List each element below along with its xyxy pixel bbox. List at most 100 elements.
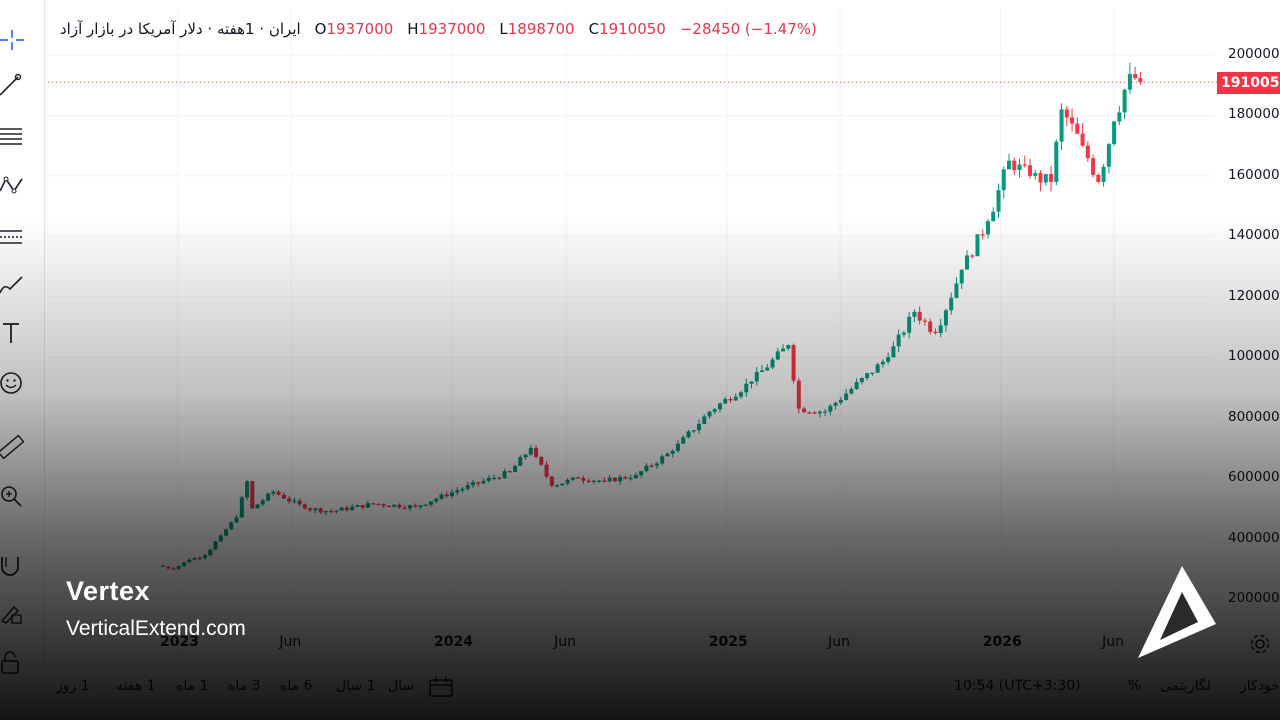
lock-icon[interactable]	[0, 648, 26, 678]
candle-up	[854, 382, 859, 389]
trend-line-icon[interactable]	[0, 70, 26, 100]
candle-up	[618, 476, 623, 482]
candle-up	[896, 334, 901, 347]
chart-area[interactable]: ایران · 1هفته · دلار آمریکا در بازار آزا…	[48, 8, 1280, 663]
candle-up	[245, 481, 250, 498]
candle-down	[376, 503, 381, 505]
candle-down	[329, 511, 334, 513]
y-tick-label: 400000	[1228, 529, 1280, 546]
y-tick-label: 200000	[1228, 590, 1280, 606]
x-tick-label: 2025	[708, 634, 748, 650]
candle-up	[754, 372, 759, 382]
horizontal-lines-icon[interactable]	[0, 120, 26, 150]
candle-up	[1117, 112, 1122, 122]
candle-up	[355, 505, 360, 507]
range-1w[interactable]: 1 هفته	[116, 678, 156, 694]
range-3m[interactable]: 3 ماه	[228, 678, 261, 694]
candle-up	[208, 549, 213, 556]
crosshair-icon[interactable]	[0, 25, 26, 55]
candle-up	[938, 325, 943, 334]
candle-up	[486, 477, 491, 481]
symbol-title[interactable]: ایران · 1هفته · دلار آمریکا در بازار آزا…	[60, 20, 301, 38]
brush-icon[interactable]	[0, 270, 26, 300]
candle-up	[213, 541, 218, 550]
percent-toggle[interactable]: %	[1128, 678, 1142, 694]
candle-down	[1096, 175, 1101, 182]
candle-up	[555, 485, 560, 487]
candle-down	[1133, 74, 1138, 79]
candle-up	[465, 485, 470, 489]
candle-up	[891, 346, 896, 358]
candle-down	[318, 508, 323, 513]
candle-up	[775, 351, 780, 360]
change-value: −28450 (−1.47%)	[679, 20, 817, 38]
settings-gear-icon[interactable]	[1248, 632, 1272, 660]
candle-down	[507, 471, 512, 473]
candle-up	[849, 388, 854, 394]
candle-up	[323, 511, 328, 513]
candle-up	[712, 409, 717, 412]
candle-down	[922, 320, 927, 322]
candle-up	[975, 234, 980, 257]
candle-down	[1049, 173, 1054, 182]
candle-up	[964, 255, 969, 270]
range-1m[interactable]: 1 ماه	[176, 678, 209, 694]
auto-toggle[interactable]: خودکار	[1240, 678, 1280, 694]
candle-up	[786, 345, 791, 349]
candle-up	[654, 463, 659, 466]
clock[interactable]: 10:54 (UTC+3:30)	[954, 678, 1081, 694]
candle-down	[344, 507, 349, 511]
candle-down	[250, 481, 255, 509]
y-tick-label: 1600000	[1228, 166, 1280, 183]
range-ytd[interactable]: سال	[388, 678, 415, 694]
candle-up	[770, 359, 775, 368]
lock-draw-icon[interactable]	[0, 598, 26, 628]
text-icon[interactable]	[0, 318, 26, 348]
candle-up	[838, 399, 843, 403]
range-1y[interactable]: 1 سال	[336, 678, 376, 694]
chart-legend: ایران · 1هفته · دلار آمریکا در بازار آزا…	[60, 18, 817, 40]
candle-up	[229, 522, 234, 530]
drawing-toolbar	[0, 0, 45, 720]
candle-down	[1022, 164, 1027, 166]
candle-up	[1122, 89, 1127, 113]
candle-up	[833, 402, 838, 406]
magnet-icon[interactable]	[0, 550, 26, 580]
candle-down	[281, 494, 286, 499]
candle-up	[859, 377, 864, 383]
date-range-icon[interactable]	[428, 676, 454, 702]
open-key: O	[314, 20, 327, 38]
emoji-icon[interactable]	[0, 368, 26, 398]
zoom-icon[interactable]	[0, 482, 26, 512]
candle-up	[407, 505, 412, 509]
candle-down	[360, 505, 365, 508]
fib-icon[interactable]	[0, 222, 26, 252]
candle-up	[313, 508, 318, 511]
candle-down	[476, 482, 481, 484]
log-toggle[interactable]: لگاریتمی	[1160, 678, 1211, 694]
candle-up	[607, 477, 612, 482]
candle-up	[350, 506, 355, 511]
candle-up	[455, 490, 460, 493]
candle-up	[744, 383, 749, 393]
range-6m[interactable]: 6 ماه	[280, 678, 313, 694]
candle-up	[760, 370, 765, 373]
price-chart[interactable]	[48, 8, 1280, 663]
candle-up	[985, 221, 990, 235]
candle-down	[796, 380, 801, 409]
candle-down	[497, 477, 502, 480]
ruler-icon[interactable]	[0, 432, 26, 462]
candle-down	[586, 480, 591, 482]
range-1d[interactable]: 1 روز	[56, 678, 90, 694]
low-value: 1898700	[507, 20, 575, 38]
pattern-icon[interactable]	[0, 170, 26, 200]
x-tick-label: Jun	[1102, 634, 1124, 650]
candle-up	[292, 500, 297, 502]
candle-up	[696, 423, 701, 431]
candle-up	[239, 497, 244, 518]
candle-up	[628, 477, 633, 480]
candle-down	[444, 494, 449, 497]
candle-up	[518, 457, 523, 466]
candle-up	[749, 381, 754, 384]
last-price-label: 1910050	[1217, 72, 1280, 94]
